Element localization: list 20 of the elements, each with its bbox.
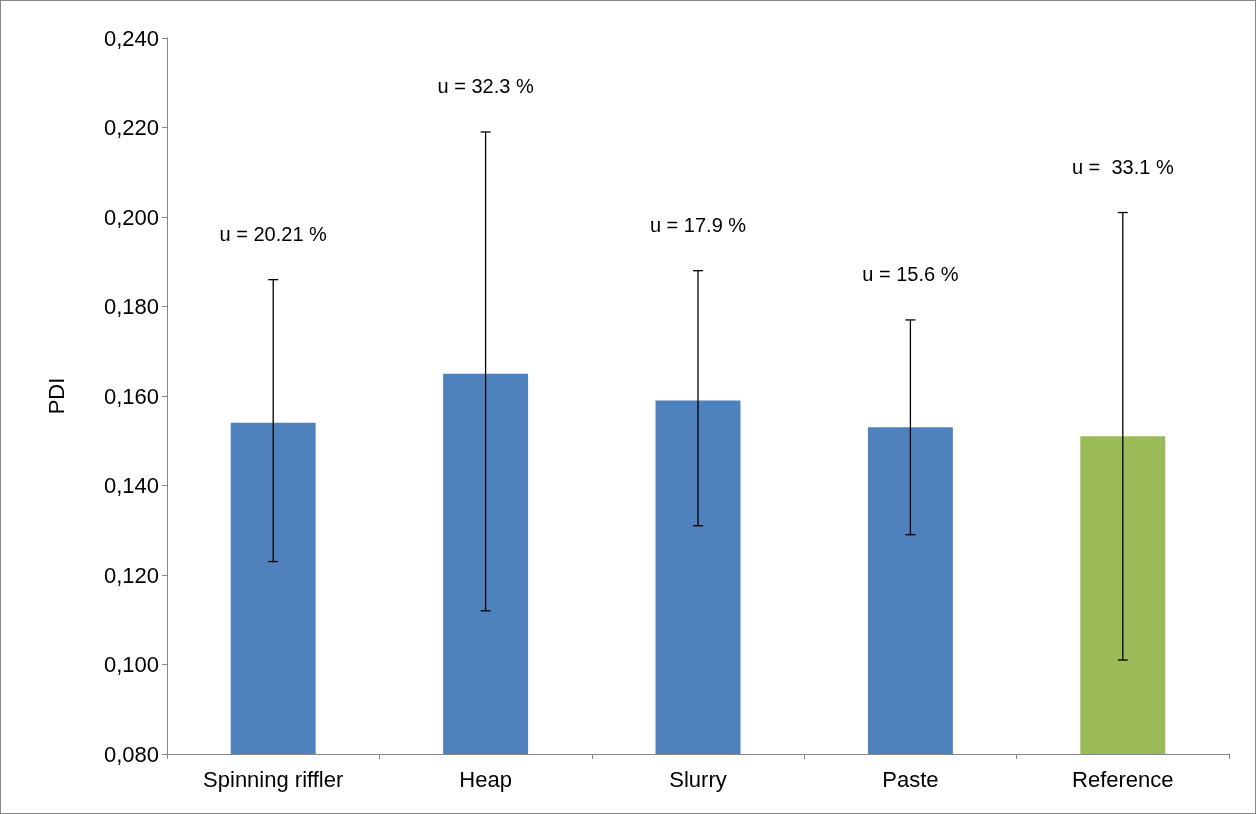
y-tick-label: 0,220 <box>103 115 159 140</box>
y-tick-label: 0,200 <box>103 204 159 230</box>
x-tick-label: Slurry <box>669 766 727 792</box>
annotation: u = 33.1 % <box>1071 155 1174 178</box>
x-tick-label: Reference <box>1072 766 1174 792</box>
annotation: u = 15.6 % <box>862 262 959 285</box>
y-tick-label: 0,100 <box>103 652 159 677</box>
y-tick-label: 0,140 <box>103 473 159 498</box>
y-axis-title: PDI <box>43 377 69 415</box>
x-tick-label: Paste <box>882 766 939 792</box>
annotation: u = 20.21 % <box>219 222 328 245</box>
y-tick-label: 0,120 <box>103 562 159 588</box>
x-tick-label: Heap <box>459 766 512 792</box>
y-tick-label: 0,080 <box>103 741 159 767</box>
annotation: u = 32.3 % <box>437 74 534 97</box>
x-tick-label: Spinning riffler <box>203 766 344 792</box>
y-tick-label: 0,180 <box>103 294 159 319</box>
y-tick-label: 0,240 <box>103 25 159 51</box>
y-tick-label: 0,160 <box>103 383 159 409</box>
annotation: u = 17.9 % <box>649 213 747 236</box>
